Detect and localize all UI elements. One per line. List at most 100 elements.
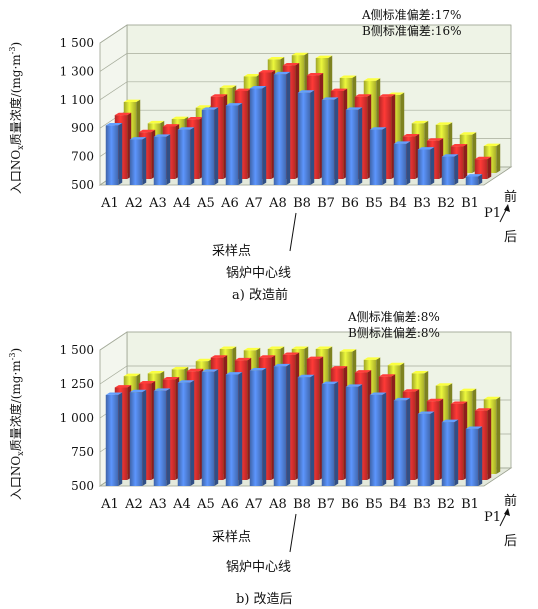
- bar-B5-s1: [369, 127, 387, 185]
- y-tick-label: 900: [71, 121, 94, 135]
- x-tick-label: B6: [341, 196, 359, 211]
- x-tick-label: B8: [293, 497, 311, 512]
- bar-A7-s1: [249, 368, 267, 486]
- center-line-pointer: [289, 212, 297, 252]
- ylabel-a-wrap: 入口NOx质量浓度/(mg·m-3): [6, 28, 26, 208]
- x-tick-label: A5: [196, 497, 215, 512]
- depth-front-b: 前: [504, 494, 518, 509]
- y-tick-label: 750: [71, 445, 94, 459]
- y-tick-label: 1 500: [60, 36, 94, 50]
- x-tick-label: A6: [220, 497, 239, 512]
- x-tick-label: A3: [148, 497, 167, 512]
- bar-A8-s1: [273, 71, 291, 185]
- bar-A1-s1: [105, 122, 123, 185]
- caption-a: a) 改造前: [232, 288, 288, 303]
- x-tick-label: B1: [461, 196, 479, 211]
- x-tick-label: A8: [268, 196, 287, 211]
- chart-b-svg: 500 750 1 000 1 250 1 500 A1 A2 A3 A4 A5 A6 A7 A8 B8 B…: [60, 331, 513, 553]
- bar-A5-s1: [201, 369, 219, 486]
- x-tick-label: A3: [148, 196, 167, 211]
- xlabel-b-line1: 采样点: [212, 530, 252, 545]
- y-tick-label: 1 000: [60, 411, 94, 425]
- bar-B1-s1: [465, 174, 483, 185]
- ylabel-b-wrap: 入口NOx质量浓度/(mg·m-3): [6, 334, 26, 514]
- x-tick-label: A1: [100, 497, 119, 512]
- x-tick-label: A5: [196, 196, 215, 211]
- bar-A7-s1: [249, 86, 267, 185]
- x-tick-label: A4: [172, 497, 191, 512]
- ylabel-a: 入口NOx质量浓度/(mg·m-3): [7, 41, 26, 195]
- bar-A8-s1: [273, 363, 291, 486]
- gridline: [99, 53, 511, 72]
- bar-B6-s1: [345, 384, 363, 486]
- x-tick-label: A2: [124, 497, 143, 512]
- chart-panel-a: 500 700 900 1 100 1 300 1 500 A1 A2 A3 A4 A5 A6 A7 A8…: [0, 0, 538, 304]
- chart-a-svg: 500 700 900 1 100 1 300 1 500 A1 A2 A3 A4 A5 A6 A7 A8…: [60, 24, 513, 252]
- y-tick-label: 700: [71, 150, 94, 164]
- bar-B6-s1: [345, 107, 363, 185]
- bar-B4-s1: [393, 141, 411, 185]
- depth-p1-a: P1: [484, 206, 502, 221]
- bar-A4-s1: [177, 127, 195, 185]
- x-tick-label: A7: [244, 497, 263, 512]
- bar-B8-s1: [297, 374, 315, 486]
- depth-front-a: 前: [504, 190, 518, 205]
- bar-B4-s1: [393, 397, 411, 486]
- xlabel-b-line2: 锅炉中心线: [226, 560, 292, 575]
- depth-back-b: 后: [504, 534, 518, 549]
- depth-arrow-head: [504, 508, 510, 516]
- x-tick-label: A6: [220, 196, 239, 211]
- x-tick-label: B5: [365, 196, 383, 211]
- bar-A1-s1: [105, 392, 123, 486]
- x-tick-label: A8: [268, 497, 287, 512]
- bar-B2-s1: [441, 154, 459, 185]
- x-tick-label: A4: [172, 196, 191, 211]
- x-tick-label: B1: [461, 497, 479, 512]
- gridline: [99, 365, 511, 385]
- depth-back-a: 后: [504, 230, 518, 245]
- gridline: [99, 331, 511, 351]
- y-tick-label: 1 250: [60, 377, 94, 391]
- bar-A6-s1: [225, 372, 243, 486]
- x-tick-label: A7: [244, 196, 263, 211]
- bar-A2-s1: [129, 137, 147, 185]
- x-tick-label: B6: [341, 497, 359, 512]
- bar-A6-s1: [225, 103, 243, 185]
- x-tick-label: B8: [293, 196, 311, 211]
- bar-B3-s1: [417, 411, 435, 486]
- y-tick-label: 500: [71, 479, 94, 493]
- gridline: [99, 24, 511, 44]
- x-tick-label: B2: [437, 196, 455, 211]
- bar-B1-s2: [474, 156, 492, 179]
- caption-b: b) 改造后: [236, 592, 293, 607]
- y-tick-label: 500: [71, 178, 94, 192]
- gridline: [99, 81, 511, 101]
- bar-A3-s1: [153, 134, 171, 185]
- bar-B7-s1: [321, 97, 339, 185]
- bar-B1-s1: [465, 426, 483, 486]
- annotation-b-1: A侧标准偏差:8%: [348, 310, 440, 324]
- x-tick-label: B5: [365, 497, 383, 512]
- ylabel-b: 入口NOx质量浓度/(mg·m-3): [7, 347, 26, 501]
- x-tick-label: B4: [389, 196, 407, 211]
- depth-arrow-head: [504, 204, 510, 212]
- bar-A5-s1: [201, 107, 219, 185]
- annotation-a-2: B侧标准偏差:16%: [362, 24, 462, 38]
- bar-B2-s1: [441, 419, 459, 486]
- annotation-b-2: B侧标准偏差:8%: [348, 326, 440, 340]
- y-tick-label: 1 300: [60, 64, 94, 78]
- bar-B5-s1: [369, 392, 387, 486]
- chart-panel-b: 500 750 1 000 1 250 1 500 A1 A2 A3 A4 A5 A6 A7 A8 B8 B…: [0, 304, 538, 608]
- bar-A3-s1: [153, 388, 171, 486]
- x-tick-label: B3: [413, 196, 431, 211]
- x-tick-label: B7: [317, 196, 335, 211]
- x-tick-label: B2: [437, 497, 455, 512]
- xlabel-a-line1: 采样点: [212, 244, 252, 259]
- depth-p1-b: P1: [484, 510, 502, 525]
- x-tick-label: B3: [413, 497, 431, 512]
- annotation-a-1: A侧标准偏差:17%: [362, 8, 462, 22]
- center-line-pointer: [289, 513, 297, 553]
- bar-A2-s1: [129, 389, 147, 486]
- xlabel-a-line2: 锅炉中心线: [226, 266, 292, 281]
- bar-B7-s1: [321, 381, 339, 486]
